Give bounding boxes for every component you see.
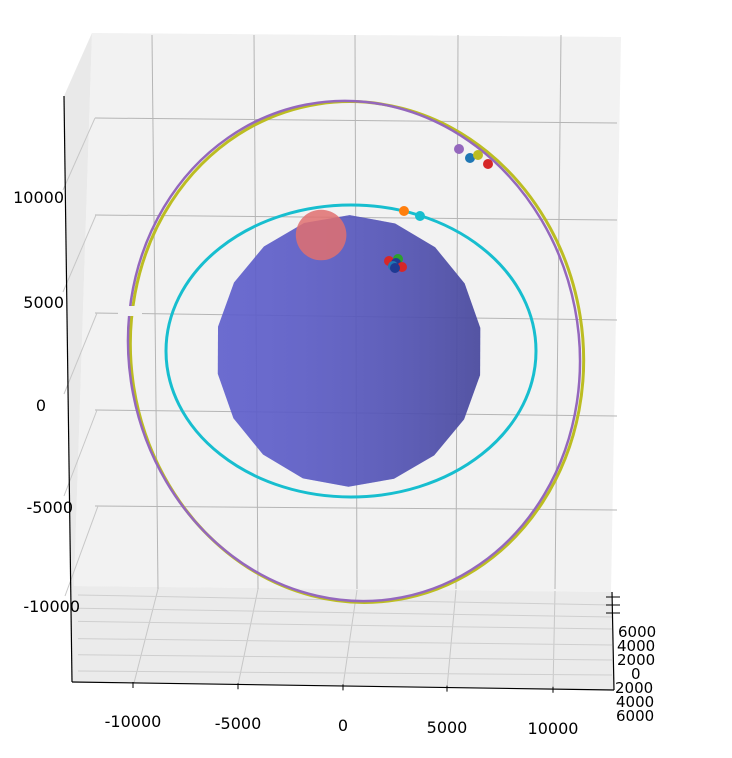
grid-line-horizontal (94, 117, 618, 124)
grid-line-floor-depth (77, 654, 613, 661)
z-tick-label: 4000 (617, 637, 655, 655)
orbit-gap-inner (276, 483, 284, 491)
orbit-outer-purple (126, 99, 582, 603)
y-tick-label: 10000 (13, 188, 64, 207)
grid-line-floor (133, 588, 159, 684)
grid-line-side (62, 214, 97, 293)
x-tick-label: 10000 (528, 719, 579, 738)
z-tick-label: 2000 (615, 679, 653, 697)
secondary-sphere (295, 209, 347, 261)
y-tick-label: 0 (36, 396, 46, 415)
z-tick-label: 0 (631, 665, 641, 683)
grid-line-floor-depth (77, 607, 613, 618)
grid-line-vertical (151, 34, 159, 590)
satellite-point (390, 263, 400, 273)
grid-line-floor-depth (77, 670, 613, 676)
grid-line-floor-depth (77, 638, 613, 646)
earth-sphere (217, 209, 481, 487)
z-tick-label: 6000 (616, 707, 654, 725)
y-tick-label: 5000 (23, 293, 64, 312)
x-tick-labels: -10000 -5000 0 5000 10000 (105, 682, 579, 738)
floor-pane (72, 586, 614, 690)
orbit-inner-teal (164, 203, 538, 499)
z-axis-line (611, 591, 615, 691)
grid-line-floor (552, 590, 556, 690)
orbit-gap (118, 306, 142, 316)
z-tick-label: 2000 (617, 651, 655, 669)
satellite-points (384, 144, 493, 273)
x-tick-label: 0 (338, 716, 348, 735)
grid-line-side (63, 312, 98, 395)
grid-line-floor (342, 589, 358, 687)
y-tick-label: -10000 (23, 597, 80, 616)
satellite-point (399, 206, 409, 216)
satellite-point (473, 150, 483, 160)
satellite-point (483, 159, 493, 169)
grid-line-floor-depth (77, 620, 613, 630)
grid-line-floor (446, 589, 457, 689)
left-pane (64, 33, 92, 682)
satellite-point (415, 211, 425, 221)
z-tick-label: 6000 (618, 623, 656, 641)
orbit-paths (118, 99, 586, 604)
earth-sphere-gradient (217, 215, 481, 487)
z-tick-label: 4000 (616, 693, 654, 711)
x-tick-label: 5000 (427, 718, 468, 737)
satellite-point (454, 144, 464, 154)
grid-line-vertical (554, 34, 562, 590)
satellite-point (465, 153, 475, 163)
x-tick-label: -5000 (215, 714, 262, 733)
grid-line-side (62, 117, 96, 191)
grid-line-floor (237, 588, 259, 686)
y-tick-label: -5000 (27, 498, 74, 517)
x-tick-label: -10000 (105, 712, 162, 731)
y-axis-line (63, 95, 73, 683)
orbit-outer-yellow (128, 100, 586, 604)
y-tick-labels: -10000 -5000 0 5000 10000 (13, 188, 80, 616)
